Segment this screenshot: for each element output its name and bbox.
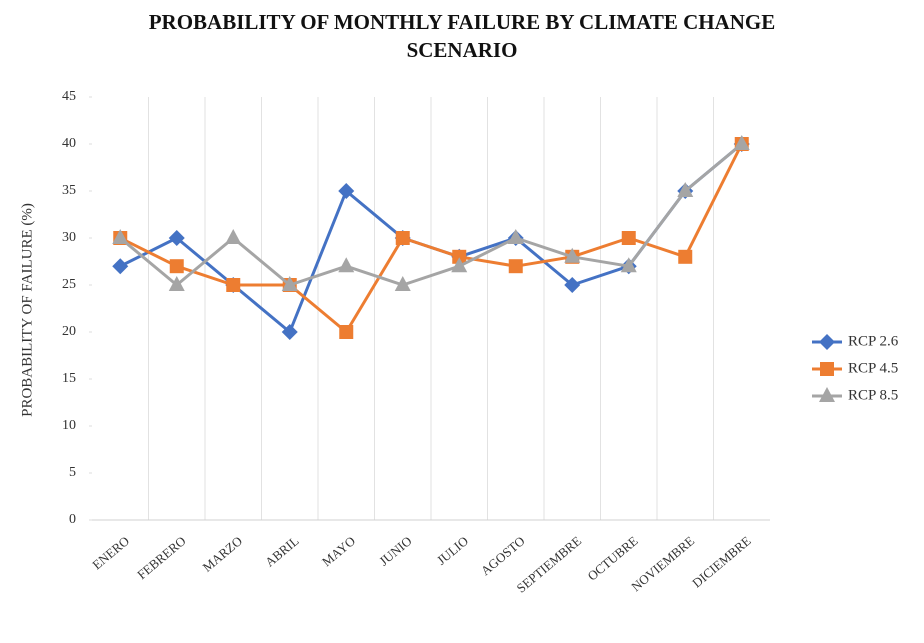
data-point bbox=[112, 229, 129, 244]
data-point bbox=[338, 257, 355, 273]
series-line bbox=[119, 142, 743, 287]
chart-title: PROBABILITY OF MONTHLY FAILURE BY CLIMAT… bbox=[148, 10, 776, 62]
y-tick-label: 35 bbox=[62, 183, 76, 198]
data-point bbox=[451, 257, 468, 273]
data-point bbox=[452, 249, 467, 264]
data-point bbox=[733, 135, 750, 150]
data-point bbox=[226, 278, 241, 292]
data-point bbox=[621, 231, 636, 245]
series-line bbox=[119, 143, 744, 334]
y-tick-label: 20 bbox=[62, 324, 76, 339]
y-tick-label: 40 bbox=[62, 136, 76, 151]
y-tick-label: 45 bbox=[62, 89, 76, 104]
legend-label: RCP 8.5 bbox=[848, 387, 898, 403]
data-point bbox=[168, 276, 185, 291]
data-point bbox=[508, 259, 523, 274]
x-tick-label: DICIEMBRE bbox=[689, 533, 753, 590]
data-point bbox=[394, 276, 411, 291]
x-tick-label: JULIO bbox=[434, 533, 471, 568]
data-point bbox=[507, 229, 524, 244]
data-point bbox=[338, 183, 355, 199]
y-axis-label: PROBABILITY OF FAILURE (%) bbox=[19, 203, 35, 417]
y-tick-label: 30 bbox=[62, 230, 76, 245]
data-point bbox=[112, 258, 129, 275]
y-tick-label: 5 bbox=[69, 465, 76, 480]
legend-marker bbox=[819, 387, 835, 402]
data-point bbox=[281, 276, 298, 291]
legend-marker bbox=[820, 362, 834, 376]
legend-label: RCP 4.5 bbox=[848, 360, 898, 376]
x-tick-label: OCTUBRE bbox=[584, 533, 640, 584]
x-tick-label: FEBRERO bbox=[134, 533, 188, 582]
data-point bbox=[169, 259, 184, 274]
data-point bbox=[225, 229, 242, 244]
y-tick-label: 25 bbox=[62, 277, 76, 292]
data-point bbox=[677, 182, 694, 197]
data-point bbox=[564, 277, 581, 293]
x-tick-label: MARZO bbox=[199, 533, 245, 575]
legend-label: RCP 2.6 bbox=[848, 333, 899, 349]
x-tick-label: MAYO bbox=[319, 533, 358, 569]
data-point bbox=[620, 257, 637, 273]
data-point bbox=[564, 247, 581, 263]
x-tick-label: JUNIO bbox=[376, 533, 414, 569]
y-tick-label: 10 bbox=[62, 418, 76, 433]
x-tick-label: ENERO bbox=[89, 533, 132, 572]
x-tick-label: AGOSTO bbox=[478, 533, 528, 578]
data-point bbox=[281, 324, 298, 340]
data-point bbox=[395, 231, 410, 245]
y-tick-label: 15 bbox=[62, 371, 76, 386]
data-point bbox=[339, 325, 354, 339]
y-tick-label: 0 bbox=[69, 512, 76, 527]
data-point bbox=[168, 230, 185, 246]
legend-marker bbox=[819, 334, 835, 350]
data-point bbox=[678, 249, 693, 264]
x-tick-label: ABRIL bbox=[262, 533, 302, 570]
